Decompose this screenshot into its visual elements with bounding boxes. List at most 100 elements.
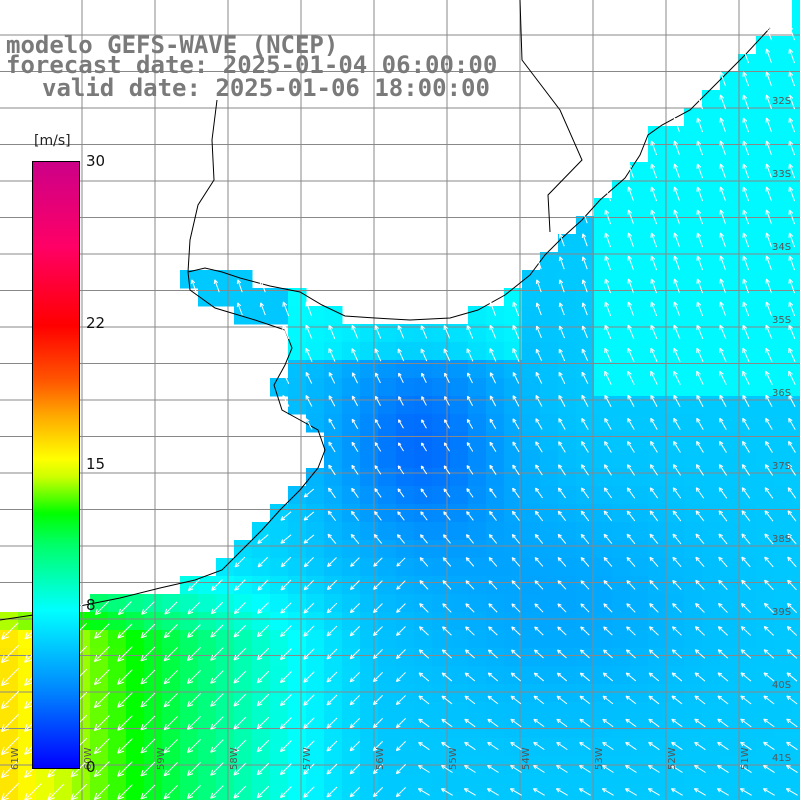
wind-arrow [397,442,405,452]
wind-cell [612,558,631,577]
wind-cell [702,306,721,325]
wind-arrow [487,695,499,705]
wind-arrow [140,761,156,777]
wind-arrow [535,464,543,476]
wind-arrow [581,325,588,339]
wind-arrow [210,739,224,753]
wind-cell [720,522,739,541]
wind-cell [270,666,289,685]
wind-arrow [788,186,796,202]
wind-cell [576,666,595,685]
wind-arrow [94,623,110,639]
wind-arrow [742,48,750,64]
wind-cell [486,666,505,685]
wind-arrow [741,464,751,476]
wind-cell [738,126,757,145]
wind-cell [702,594,721,613]
wind-arrow [603,556,613,567]
wind-arrow [650,347,658,363]
wind-arrow [694,626,705,636]
wind-cell [522,612,541,631]
wind-cell [540,522,559,541]
wind-cell [342,630,361,649]
wind-cell [756,54,775,73]
wind-arrow [627,255,635,271]
wind-arrow [557,603,567,613]
wind-cell [774,180,793,199]
wind-cell [630,792,649,800]
wind-arrow [535,395,543,407]
wind-arrow [763,626,775,636]
wind-arrow [512,418,520,430]
wind-arrow [326,740,338,752]
wind-cell [774,72,793,91]
wind-cell [630,288,649,307]
wind-arrow [558,441,566,453]
wind-arrow [489,324,497,339]
wind-cell [180,648,199,667]
wind-cell [90,684,109,703]
wind-cell [342,558,361,577]
wind-cell [522,306,541,325]
wind-arrow [186,739,201,754]
wind-cell [540,648,559,667]
wind-arrow [742,347,750,363]
wind-cell [396,558,415,577]
wind-cell [576,486,595,505]
wind-cell [666,450,685,469]
wind-cell [648,342,667,361]
wind-arrow [557,487,566,499]
wind-arrow [419,626,429,636]
wind-cell [684,144,703,163]
wind-arrow [649,487,659,499]
wind-arrow [328,348,336,362]
wind-arrow [556,718,568,728]
wind-cell [720,234,739,253]
wind-cell [648,306,667,325]
wind-arrow [742,278,750,294]
wind-cell [594,666,613,685]
wind-cell [756,270,775,289]
wind-cell [756,378,775,397]
wind-arrow [763,718,775,728]
wind-arrow [326,602,338,614]
wind-cell [432,360,451,379]
wind-cell [432,738,451,757]
wind-cell [594,414,613,433]
wind-arrow [93,692,110,709]
wind-cell [378,432,397,451]
wind-cell [126,594,145,613]
wind-cell [792,414,800,433]
wind-cell [720,252,739,271]
wind-arrow [558,348,566,362]
wind-arrow [764,510,774,522]
wind-arrow [464,649,475,659]
wind-cell [324,432,343,451]
wind-arrow [673,370,681,385]
wind-cell [540,540,559,559]
wind-cell [720,432,739,451]
wind-arrow [396,603,406,613]
wind-cell [522,666,541,685]
wind-arrow [256,647,270,661]
wind-cell [774,486,793,505]
wind-arrow [719,117,727,133]
wind-arrow [650,232,658,248]
wind-cell [432,720,451,739]
wind-cell [198,648,217,667]
wind-cell [630,324,649,343]
wind-arrow [140,784,156,800]
wind-cell [324,594,343,613]
wind-cell [126,774,145,793]
wind-cell [18,630,37,649]
wind-cell [666,162,685,181]
wind-arrow [535,371,543,384]
wind-arrow [487,649,498,659]
wind-cell [342,576,361,595]
wind-cell [756,216,775,235]
wind-cell [234,738,253,757]
wind-cell [702,198,721,217]
wind-cell [288,324,307,343]
wind-arrow [510,718,522,728]
wind-arrow [742,186,750,202]
